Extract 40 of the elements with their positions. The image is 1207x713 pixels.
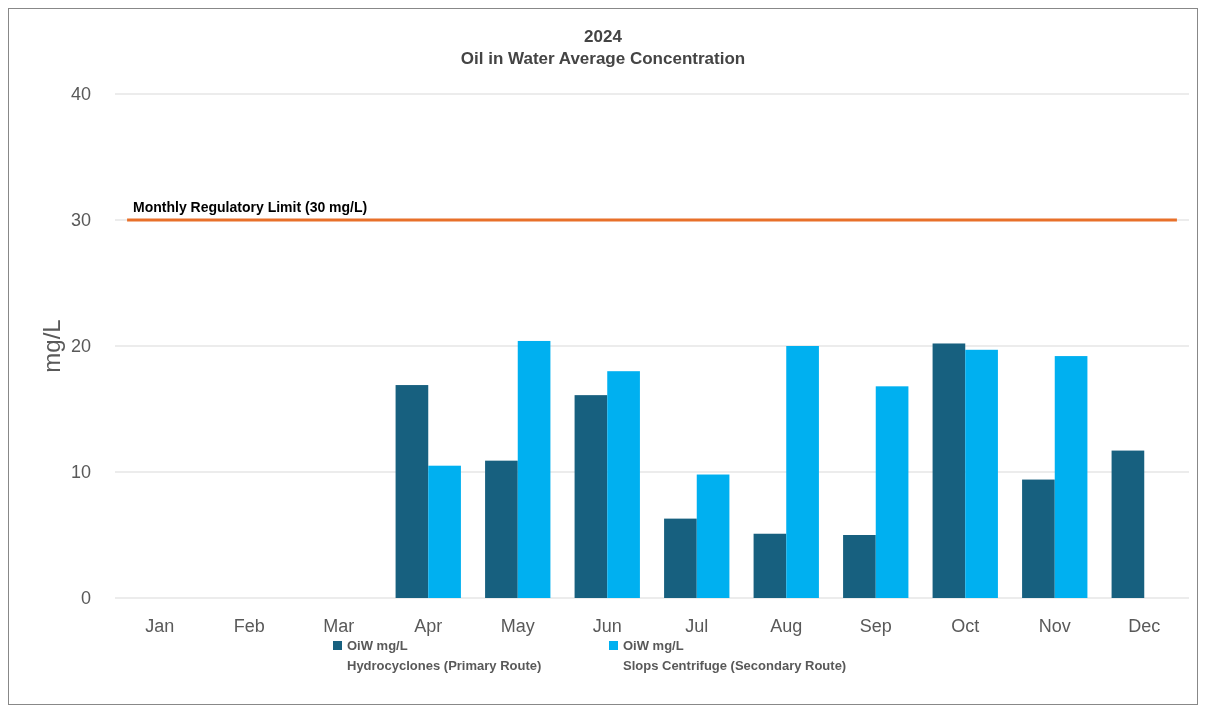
bar: [965, 349, 998, 598]
bar: [485, 460, 518, 598]
x-tick-label: Jan: [145, 616, 175, 636]
bar: [574, 395, 608, 598]
bar: [753, 533, 787, 598]
bar: [932, 343, 966, 598]
x-tick-label: Aug: [770, 616, 803, 636]
bar: [875, 386, 909, 598]
bar: [607, 371, 640, 598]
x-tick-label: Feb: [233, 616, 265, 636]
bar: [664, 518, 697, 598]
y-axis-title: mg/L: [38, 319, 65, 373]
y-tick-label: 20: [70, 336, 91, 357]
x-tick-label: Mar: [323, 616, 355, 636]
x-tick-label: Dec: [1128, 616, 1161, 636]
y-tick-label: 30: [70, 210, 91, 231]
y-tick-label: 0: [80, 588, 91, 609]
bar: [1022, 479, 1055, 598]
y-tick-label: 40: [70, 84, 91, 105]
legend-label: OiW mg/L Hydrocyclones (Primary Route): [347, 638, 542, 673]
bar: [395, 385, 429, 598]
ref-line-label: Monthly Regulatory Limit (30 mg/L): [133, 199, 368, 215]
legend-label: OiW mg/L Slops Centrifuge (Secondary Route): [623, 638, 847, 673]
x-tick-label: Sep: [859, 616, 892, 636]
bar: [786, 346, 819, 598]
bar: [1111, 450, 1145, 598]
bar: [428, 465, 461, 598]
x-tick-label: Jul: [685, 616, 709, 636]
x-tick-label: Nov: [1038, 616, 1071, 636]
bar: [843, 535, 876, 598]
x-tick-label: Oct: [951, 616, 980, 636]
x-tick-label: Jun: [592, 616, 622, 636]
y-tick-label: 10: [70, 462, 91, 483]
bar: [1054, 356, 1088, 598]
bar: [696, 474, 730, 598]
bar: [517, 340, 551, 598]
x-tick-label: Apr: [414, 616, 443, 636]
chart-title: 2024: [584, 27, 623, 46]
x-tick-label: May: [500, 616, 535, 636]
chart-subtitle: Oil in Water Average Concentration: [460, 49, 746, 68]
